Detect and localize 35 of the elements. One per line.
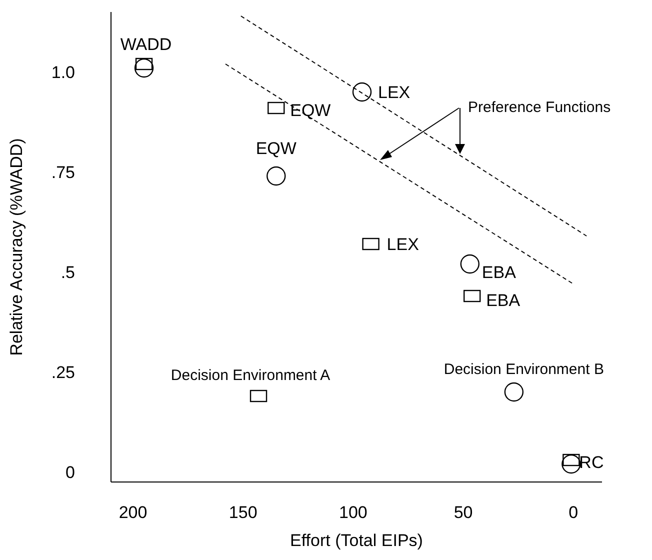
y-tick-label: .75 [51, 163, 75, 182]
point [362, 238, 380, 250]
x-tick-label: 200 [118, 503, 148, 522]
point [460, 254, 480, 274]
point [562, 454, 580, 466]
annotation: LEX [386, 235, 419, 254]
annotation: EBA [486, 291, 521, 310]
x-tick-label: 150 [228, 503, 258, 522]
annotation: EQW [290, 101, 331, 120]
y-axis-title: Relative Accuracy (%WADD) [7, 138, 26, 356]
y-tick-label: .5 [60, 263, 75, 282]
point [268, 102, 285, 114]
annotation: Preference Functions [468, 99, 611, 116]
point [266, 166, 286, 186]
x-tick-label: 50 [454, 503, 473, 522]
y-tick-label: 1.0 [51, 63, 75, 82]
annotation: Decision Environment B [444, 361, 604, 378]
point [134, 58, 154, 78]
point [135, 58, 153, 70]
point [250, 390, 268, 402]
x-tick-label: 0 [568, 503, 578, 522]
point [562, 454, 581, 474]
annotation: WADD [120, 35, 172, 54]
annotation: EBA [482, 263, 517, 282]
annotation: LEX [378, 83, 410, 102]
x-tick-label: 100 [339, 503, 368, 522]
x-axis-title: Effort (Total EIPs) [290, 531, 423, 550]
y-tick-label: .25 [51, 363, 75, 382]
annotation: Decision Environment A [170, 367, 330, 384]
annotation: EQW [256, 139, 296, 158]
annotation: RC [579, 453, 604, 472]
y-tick-label: 0 [66, 463, 75, 482]
point [463, 290, 481, 302]
point [504, 382, 524, 402]
point [352, 82, 372, 102]
